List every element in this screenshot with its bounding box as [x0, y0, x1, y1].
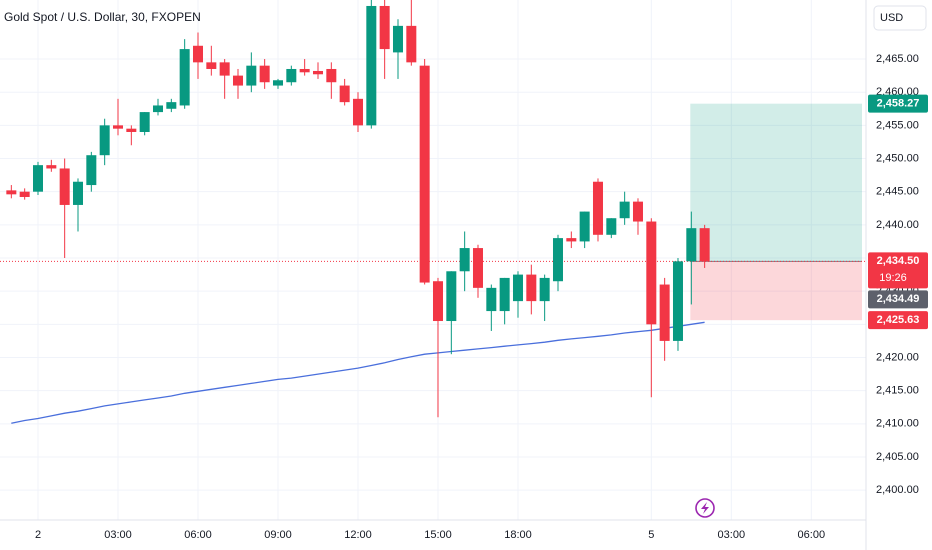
- candle-body: [459, 248, 470, 272]
- y-tick-label: 2,450.00: [876, 152, 919, 164]
- price-label-bg: [868, 94, 928, 113]
- candle-body: [512, 274, 523, 302]
- y-tick-label: 2,405.00: [876, 451, 919, 463]
- candle-body: [232, 75, 243, 86]
- candle-body: [99, 125, 110, 156]
- candle-body: [206, 62, 217, 69]
- price-label-bg: [868, 252, 928, 289]
- candle-body: [19, 191, 30, 197]
- moving-average: [11, 321, 705, 424]
- candle-body: [6, 190, 17, 195]
- candle-body: [299, 68, 310, 73]
- candle-body: [366, 5, 377, 126]
- price-label: 2,434.49: [877, 293, 920, 305]
- candle-body: [246, 65, 257, 86]
- candle-body: [33, 165, 43, 192]
- candle-body: [539, 277, 550, 302]
- price-label-bg: [868, 311, 928, 330]
- price-label: 2,458.27: [877, 98, 920, 110]
- candle-body: [566, 238, 577, 242]
- candle-body: [286, 68, 297, 83]
- candle-body: [392, 25, 403, 53]
- lightning-icon: [695, 498, 715, 518]
- candle-body: [312, 70, 323, 75]
- countdown-label: 19:26: [879, 272, 907, 284]
- candle-body: [179, 49, 190, 106]
- candle-body: [272, 80, 283, 86]
- x-tick-label: 12:00: [344, 529, 372, 541]
- candle-body: [526, 274, 537, 302]
- candle-body: [46, 165, 57, 169]
- candle-body: [326, 68, 337, 83]
- candle-body: [126, 128, 137, 132]
- x-tick-label: 06:00: [184, 529, 212, 541]
- target-zone: [690, 103, 862, 262]
- candle-body: [139, 112, 150, 132]
- candle-body: [446, 271, 457, 322]
- y-tick-label: 2,445.00: [876, 186, 919, 198]
- y-tick-label: 2,410.00: [876, 418, 919, 430]
- candle-body: [339, 85, 350, 103]
- candle-body: [499, 277, 510, 312]
- candle-body: [432, 281, 443, 322]
- candle-body: [59, 168, 70, 205]
- candle-body: [259, 65, 270, 83]
- candle-body: [646, 221, 657, 325]
- candle-body: [632, 201, 643, 222]
- candle-body: [112, 125, 123, 129]
- candle-body: [579, 211, 590, 242]
- x-tick-label: 5: [648, 529, 654, 541]
- x-tick-label: 03:00: [718, 529, 746, 541]
- candle-body: [406, 25, 417, 63]
- candle-body: [86, 155, 97, 186]
- y-tick-label: 2,415.00: [876, 385, 919, 397]
- y-tick-label: 2,455.00: [876, 119, 919, 131]
- x-tick-label: 09:00: [264, 529, 292, 541]
- currency-button[interactable]: [873, 5, 927, 31]
- candle-body: [219, 62, 230, 76]
- y-tick-label: 2,440.00: [876, 219, 919, 231]
- x-tick-label: 06:00: [798, 529, 826, 541]
- price-label: 2,425.63: [877, 314, 920, 326]
- chart-title: Gold Spot / U.S. Dollar, 30, FXOPEN: [4, 10, 201, 24]
- candle-body: [166, 102, 177, 109]
- candle-body: [672, 261, 683, 341]
- axes: 2,400.00 2,405.00 2,410.00 2,415.00 2,420.00…: [35, 53, 928, 541]
- candle-body: [72, 181, 83, 205]
- candle-body: [619, 201, 630, 219]
- x-tick-label: 2: [35, 529, 41, 541]
- candle-body: [592, 181, 603, 235]
- candle-body: [152, 105, 163, 113]
- candle-body: [606, 218, 617, 235]
- price-label-bg: [868, 290, 928, 309]
- candle-body: [379, 5, 390, 50]
- candle-body: [552, 238, 563, 282]
- price-label: 2,434.50: [877, 255, 920, 267]
- candle-body: [472, 248, 483, 288]
- y-tick-label: 2,420.00: [876, 351, 919, 363]
- candle-body: [486, 287, 497, 312]
- stop-zone: [690, 261, 862, 321]
- candle-body: [419, 65, 430, 283]
- candle-body: [686, 228, 697, 262]
- y-tick-label: 2,465.00: [876, 53, 919, 65]
- candle-body: [659, 284, 670, 341]
- x-tick-label: 15:00: [424, 529, 452, 541]
- x-tick-label: 03:00: [104, 529, 132, 541]
- x-tick-label: 18:00: [504, 529, 532, 541]
- currency-label[interactable]: USD: [880, 12, 903, 24]
- plot-area: [0, 0, 866, 424]
- candle-body: [699, 228, 710, 262]
- y-tick-label: 2,400.00: [876, 484, 919, 496]
- candle-body: [352, 98, 363, 126]
- candle-body: [192, 45, 203, 63]
